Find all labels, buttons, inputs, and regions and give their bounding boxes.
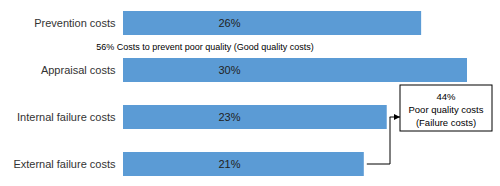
svg-text:Prevention costs: Prevention costs	[34, 17, 116, 29]
svg-text:External failure costs: External failure costs	[13, 158, 116, 170]
svg-text:Internal failure costs: Internal failure costs	[17, 111, 116, 123]
svg-text:26%: 26%	[219, 17, 241, 29]
svg-text:23%: 23%	[219, 111, 241, 123]
svg-text:(Failure costs): (Failure costs)	[416, 117, 476, 128]
svg-text:Poor quality costs: Poor quality costs	[409, 104, 484, 115]
svg-text:44%: 44%	[436, 91, 456, 102]
svg-text:56% Costs to prevent poor qual: 56% Costs to prevent poor quality (Good …	[96, 42, 314, 52]
svg-text:30%: 30%	[219, 64, 241, 76]
svg-text:Appraisal costs: Appraisal costs	[41, 64, 116, 76]
svg-text:21%: 21%	[219, 158, 241, 170]
